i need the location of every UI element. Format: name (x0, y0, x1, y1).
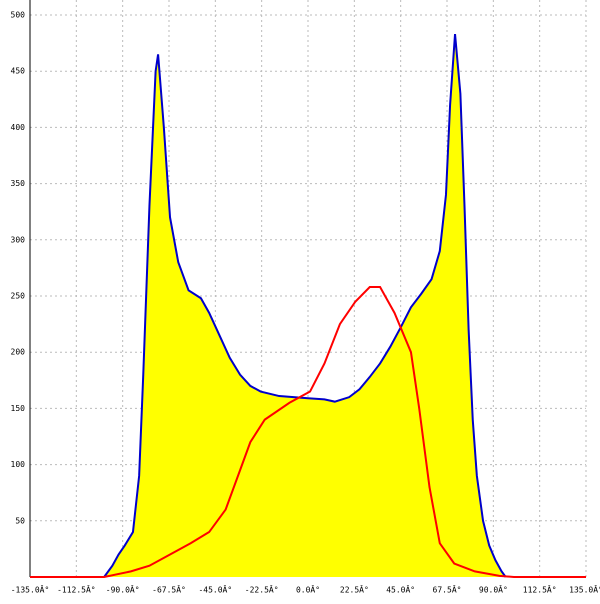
x-tick-label: 45.0Â° (386, 584, 415, 595)
x-tick-label: 22.5Â° (340, 584, 369, 595)
y-tick-label: 150 (11, 404, 26, 413)
x-tick-label: 0.0Â° (296, 584, 320, 595)
y-tick-label: 450 (11, 67, 26, 76)
line (30, 286, 586, 578)
y-tick-label: 300 (11, 235, 26, 244)
y-tick-label: 350 (11, 179, 26, 188)
x-tick-label: -67.5Â° (152, 584, 186, 595)
x-tick-label: 112.5Â° (523, 584, 557, 595)
x-tick-label: 67.5Â° (433, 584, 462, 595)
x-tick-label: 90.0Â° (479, 584, 508, 595)
x-tick-label: -90.0Â° (106, 584, 140, 595)
y-tick-label: 250 (11, 292, 26, 301)
x-tick-label: -45.0Â° (198, 584, 232, 595)
y-tick-label: 200 (11, 348, 26, 357)
y-tick-label: 400 (11, 123, 26, 132)
x-tick-label: -22.5Â° (245, 584, 279, 595)
y-tick-label: 500 (11, 11, 26, 20)
y-tick-label: 50 (15, 516, 25, 525)
x-tick-label: -112.5Â° (57, 584, 96, 595)
area (104, 34, 506, 577)
x-tick-label: 135.0Â° (569, 584, 600, 595)
area-outline (103, 34, 507, 578)
x-tick-label: -135.0Â° (11, 584, 50, 595)
y-tick-label: 100 (11, 460, 26, 469)
